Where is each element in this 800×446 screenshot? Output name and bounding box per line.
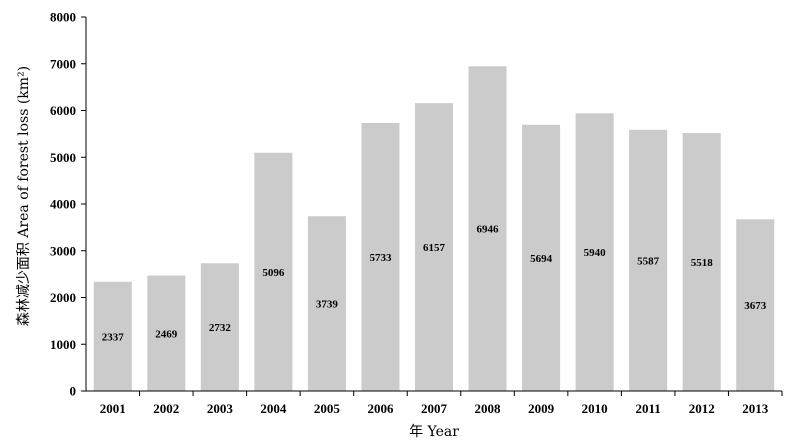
bar-value-label: 6157: [423, 242, 446, 254]
bar-value-label: 5096: [262, 267, 285, 279]
bar-value-label: 6946: [477, 224, 500, 236]
y-tick-label: 2000: [50, 290, 76, 305]
bar: [629, 129, 668, 392]
bar: [254, 152, 293, 391]
bar-value-label: 2732: [209, 322, 232, 334]
bar: [575, 113, 614, 392]
x-tick-label: 2004: [260, 401, 287, 416]
y-tick-label: 7000: [50, 56, 76, 71]
x-tick-label: 2002: [153, 401, 179, 416]
bar: [682, 133, 721, 391]
bar-value-label: 3739: [316, 299, 339, 311]
bar: [147, 275, 186, 391]
x-tick-label: 2009: [528, 401, 555, 416]
bar: [736, 219, 775, 391]
bar-value-label: 5587: [637, 255, 660, 267]
plot-area: 0 1000 2000 3000 4000 5000 6000 7000 8000 2337 200…: [50, 10, 783, 416]
bar: [361, 122, 400, 392]
x-tick-label: 2006: [367, 401, 394, 416]
y-axis-title: 森林减少面积 Area of forest loss (km²): [16, 66, 32, 326]
y-tick-label: 5000: [50, 150, 76, 165]
bar-value-label: 5733: [369, 252, 392, 264]
y-tick-label: 4000: [50, 197, 76, 212]
x-tick-label: 2005: [314, 401, 341, 416]
bar: [468, 66, 507, 391]
bar: [93, 281, 132, 391]
bar: [522, 124, 561, 392]
x-tick-label: 2010: [582, 401, 608, 416]
bar-value-label: 3673: [744, 300, 767, 312]
y-tick-label: 1000: [50, 337, 76, 352]
x-axis-title: 年 Year: [409, 424, 459, 440]
x-tick-label: 2001: [100, 401, 126, 416]
bar: [414, 103, 454, 391]
bar-value-label: 2469: [155, 328, 178, 340]
x-tick-label: 2007: [421, 401, 448, 416]
bar: [307, 216, 346, 391]
bar-value-label: 5518: [691, 257, 714, 269]
y-tick-label: 8000: [50, 10, 76, 25]
x-tick-label: 2013: [742, 401, 769, 416]
y-tick-label: 0: [70, 384, 77, 399]
y-tick-label: 6000: [50, 103, 76, 118]
x-tick-label: 2012: [689, 401, 715, 416]
x-tick-label: 2011: [636, 401, 661, 416]
bar-value-label: 5940: [584, 247, 607, 259]
y-tick-label: 3000: [50, 243, 76, 258]
bar-value-label: 2337: [102, 331, 125, 343]
bar-value-label: 5694: [530, 253, 553, 265]
x-tick-label: 2008: [475, 401, 502, 416]
bar: [200, 263, 239, 391]
x-tick-label: 2003: [207, 401, 234, 416]
